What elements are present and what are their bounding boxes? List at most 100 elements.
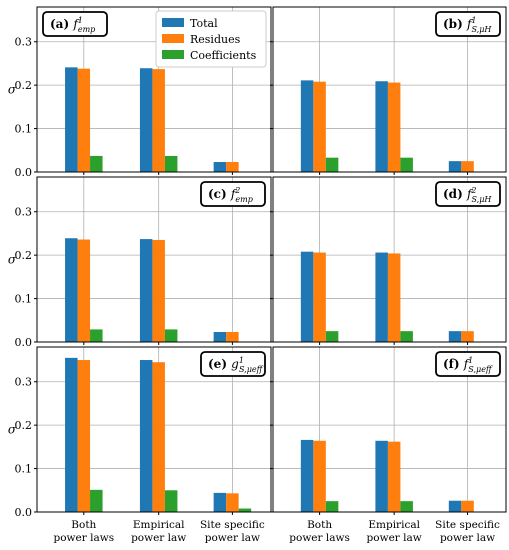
bar-residues-2: [387, 253, 401, 342]
bar-residues-2: [152, 362, 165, 512]
bar-total-1: [65, 67, 78, 172]
bar-coefficients-1: [325, 331, 339, 342]
bar-residues-3: [461, 500, 474, 512]
bar-residues-3: [226, 493, 239, 512]
category-label: Both: [71, 519, 96, 531]
panel-tag-box: [435, 351, 501, 377]
bar-total-1: [300, 251, 314, 342]
category-label: Empirical: [133, 519, 185, 531]
bar-total-1: [65, 357, 78, 512]
panel-tag: (b) f1 S,μH: [443, 16, 492, 34]
legend-swatch-total: [162, 18, 184, 27]
bar-residues-3: [226, 162, 239, 172]
bar-coefficients-2: [164, 155, 178, 172]
bar-residues-1: [313, 81, 326, 172]
ytick-label: 0.0: [15, 506, 33, 519]
category-label: Site specific: [435, 519, 500, 531]
bar-total-3: [448, 331, 462, 342]
ytick-label: 0.3: [15, 206, 33, 219]
ytick-label: 0.1: [15, 123, 33, 136]
bar-total-2: [375, 252, 388, 342]
legend-label-coefficients: Coefficients: [190, 49, 257, 62]
bar-residues-2: [152, 69, 165, 172]
bar-total-1: [300, 439, 314, 512]
category-label: power law: [205, 532, 260, 544]
panel-tag-box: [200, 351, 266, 377]
bar-total-3: [448, 161, 462, 172]
bar-residues-1: [77, 68, 91, 172]
bar-coefficients-1: [325, 157, 339, 172]
bar-residues-2: [387, 441, 401, 512]
axes-frame: [272, 176, 507, 343]
y-axis-label: σ: [8, 253, 17, 267]
ytick-label: 0.0: [15, 166, 33, 179]
category-label: Empirical: [368, 519, 420, 531]
bar-total-2: [139, 360, 153, 512]
panel-d: (d) f2 S,μH: [270, 176, 507, 345]
ytick-label: 0.2: [15, 419, 33, 432]
y-axis-label: σ: [8, 423, 17, 437]
bar-coefficients-2: [164, 329, 178, 342]
bar-coefficients-1: [90, 489, 103, 512]
bar-coefficients-2: [400, 331, 413, 342]
bar-residues-1: [77, 360, 91, 512]
bar-coefficients-2: [400, 501, 413, 512]
panel-c: 0.0 0.1 0.2 0.3 σ (c) f2 emp: [8, 176, 272, 349]
legend-label-total: Total: [190, 17, 218, 30]
bar-residues-2: [152, 239, 165, 342]
bar-residues-2: [387, 82, 401, 172]
bar-total-2: [139, 68, 153, 172]
bar-coefficients-2: [400, 157, 413, 172]
bar-total-1: [65, 238, 78, 342]
category-label: power law: [367, 532, 422, 544]
ytick-label: 0.3: [15, 376, 33, 389]
bar-total-2: [375, 440, 388, 512]
legend-swatch-residues: [162, 34, 184, 43]
panel-tag-box: [42, 11, 108, 37]
bar-coefficients-1: [90, 155, 103, 172]
bar-residues-3: [461, 331, 474, 342]
panel-tag: (e) g1 S,μeff: [208, 356, 264, 374]
bar-residues-1: [77, 239, 91, 342]
category-label: power laws: [289, 532, 350, 544]
legend: Total Residues Coefficients: [155, 10, 267, 68]
bar-coefficients-1: [325, 501, 339, 512]
bar-total-3: [213, 492, 227, 512]
legend-swatch-coefficients: [162, 50, 184, 59]
ytick-label: 0.2: [15, 249, 33, 262]
ytick-label: 0.3: [15, 36, 33, 49]
panel-tag-box: [435, 11, 501, 37]
panel-tag: (f) f1 S,μeff: [443, 356, 493, 374]
panel-tag: (a) f1 emp: [50, 16, 95, 34]
axes-frame: [36, 176, 272, 343]
bar-coefficients-2: [164, 490, 178, 512]
legend-label-residues: Residues: [190, 33, 241, 46]
bar-total-3: [213, 162, 227, 172]
panel-tag: (d) f2 S,μH: [443, 186, 492, 204]
axes-frame: [272, 6, 507, 173]
panel-tag-box: [435, 181, 501, 207]
ytick-label: 0.2: [15, 79, 33, 92]
bar-residues-3: [226, 332, 239, 342]
bar-total-3: [448, 500, 462, 512]
panel-b: (b) f1 S,μH: [270, 6, 507, 175]
ytick-label: 0.1: [15, 463, 33, 476]
bar-total-2: [139, 239, 153, 342]
ytick-label: 0.0: [15, 336, 33, 349]
axes-frame: [36, 346, 272, 513]
bar-residues-1: [313, 440, 326, 512]
bar-total-1: [300, 80, 314, 172]
y-axis-label: σ: [8, 83, 17, 97]
bar-residues-1: [313, 252, 326, 342]
axes-frame: [36, 6, 272, 173]
bar-total-3: [213, 332, 227, 342]
panel-tag: (c) f2 emp: [208, 186, 253, 204]
ytick-label: 0.1: [15, 293, 33, 306]
bar-residues-3: [461, 161, 474, 172]
bar-total-2: [375, 81, 388, 172]
category-label: power laws: [53, 532, 114, 544]
category-label: Site specific: [200, 519, 265, 531]
